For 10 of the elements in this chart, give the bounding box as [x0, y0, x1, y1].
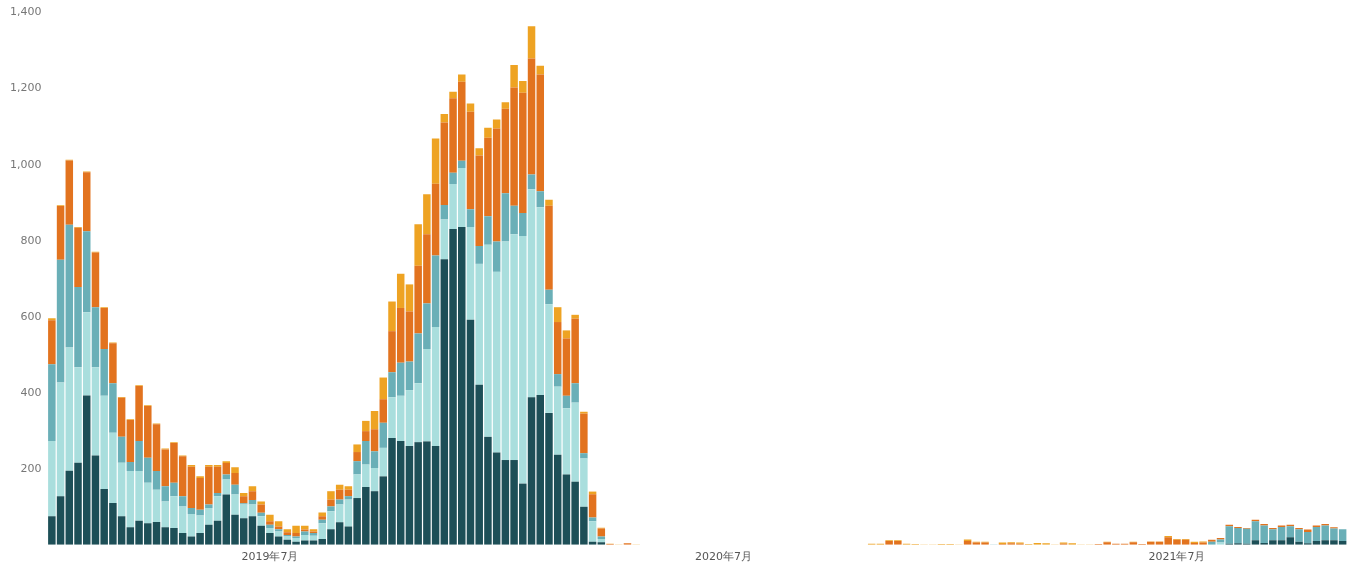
y-tick-label: 200	[20, 461, 42, 475]
y-tick-label: 1,400	[9, 5, 42, 19]
x-tick-label: 2020年7月	[694, 550, 752, 564]
x-tick-label: 2019年7月	[241, 550, 299, 564]
y-tick-label: 800	[20, 233, 42, 247]
x-tick-label: 2021年7月	[1148, 550, 1206, 564]
y-tick-label: 400	[20, 385, 42, 399]
y-tick-label: 1,000	[9, 157, 42, 171]
y-tick-label: 600	[20, 309, 42, 323]
y-tick-label: 1,200	[9, 81, 42, 95]
